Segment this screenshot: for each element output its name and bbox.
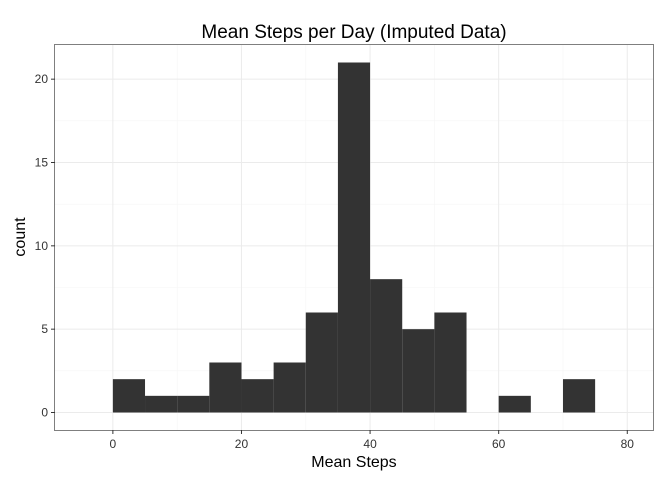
histogram-bar [305, 312, 338, 413]
histogram-bar [434, 312, 467, 413]
y-tick-label: 0 [41, 406, 48, 420]
histogram-bar [402, 329, 435, 413]
x-tick-label: 40 [363, 437, 377, 451]
histogram-bar [337, 62, 371, 413]
panel-border [54, 44, 654, 431]
y-tick-label: 5 [41, 322, 48, 336]
histogram-bar [241, 379, 274, 413]
chart-title: Mean Steps per Day (Imputed Data) [201, 22, 506, 43]
x-tick-label: 0 [110, 437, 117, 451]
y-axis-ticks: 0 5 10 15 20 [35, 72, 55, 420]
x-tick-label: 20 [235, 437, 249, 451]
x-axis-label: Mean Steps [311, 454, 396, 471]
x-tick-label: 80 [621, 437, 635, 451]
histogram-bar [562, 379, 596, 413]
histogram-bars [112, 62, 596, 413]
x-axis-ticks: 0 20 40 60 80 [110, 430, 635, 451]
y-tick-label: 15 [35, 156, 49, 170]
histogram-bar [209, 362, 242, 413]
y-axis-label: count [12, 217, 29, 257]
histogram-bar [273, 362, 306, 413]
y-tick-label: 20 [35, 72, 49, 86]
histogram-bar [177, 395, 210, 413]
histogram-bar [112, 379, 146, 413]
histogram-bar [498, 395, 531, 413]
histogram-bar [145, 395, 178, 413]
y-tick-label: 10 [35, 239, 49, 253]
x-tick-label: 60 [492, 437, 506, 451]
plot-panel [54, 44, 654, 431]
histogram-bar [370, 279, 403, 413]
